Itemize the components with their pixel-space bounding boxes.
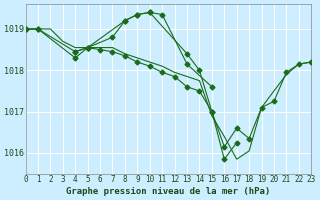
X-axis label: Graphe pression niveau de la mer (hPa): Graphe pression niveau de la mer (hPa) bbox=[66, 187, 270, 196]
